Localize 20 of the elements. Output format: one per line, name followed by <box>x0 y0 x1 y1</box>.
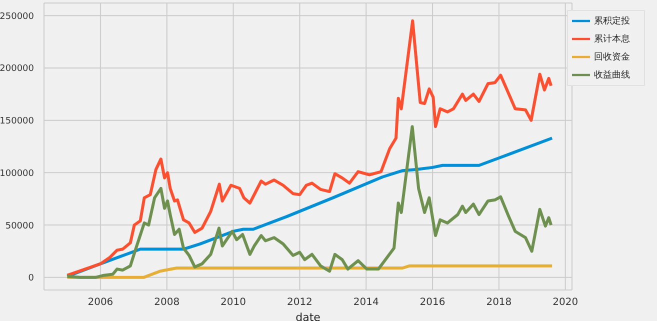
x-tick-label: 2014 <box>353 297 379 308</box>
x-tick-label: 2020 <box>552 297 578 308</box>
legend-label: 回收资金 <box>594 52 630 62</box>
x-tick-label: 2010 <box>220 297 246 308</box>
x-tick-label: 2018 <box>486 297 512 308</box>
legend-label: 收益曲线 <box>594 70 630 80</box>
x-tick-label: 2012 <box>286 297 312 308</box>
y-tick-label: 100000 <box>0 168 34 179</box>
legend-label: 累积定投 <box>594 16 630 26</box>
legend-label: 累计本息 <box>594 34 630 44</box>
y-tick-label: 150000 <box>0 116 34 127</box>
y-tick-label: 250000 <box>0 12 34 22</box>
y-tick-label: 50000 <box>5 221 34 232</box>
x-tick-label: 2008 <box>154 297 180 308</box>
x-tick-label: 2006 <box>88 297 114 308</box>
y-tick-label: 0 <box>28 274 34 284</box>
x-tick-label: 2016 <box>420 297 446 308</box>
line-series <box>66 19 553 277</box>
y-tick-label: 200000 <box>0 64 34 74</box>
x-axis-title: date <box>296 311 321 321</box>
